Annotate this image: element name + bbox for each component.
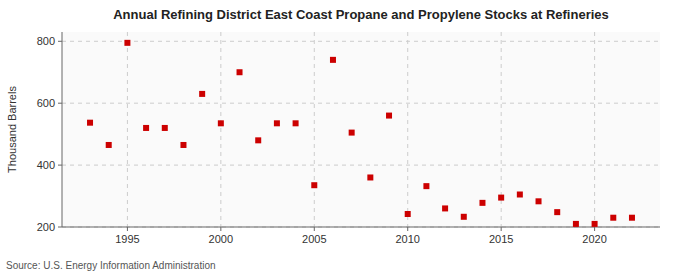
chart-title: Annual Refining District East Coast Prop… <box>113 7 609 22</box>
point <box>218 120 224 126</box>
point <box>349 130 355 136</box>
x-tick-label: 2020 <box>582 233 606 245</box>
point <box>629 215 635 221</box>
plot-background <box>62 32 660 227</box>
point <box>386 113 392 119</box>
x-tick <box>501 227 502 231</box>
y-tick <box>58 227 62 228</box>
y-tick-label: 400 <box>37 159 55 171</box>
point <box>87 120 93 126</box>
grid <box>62 32 660 227</box>
y-tick-label: 200 <box>37 221 55 233</box>
x-tick-label: 1995 <box>115 233 139 245</box>
y-axis-label: Thousand Barrels <box>6 86 18 173</box>
point <box>143 125 149 131</box>
point <box>255 137 261 143</box>
x-axis-line <box>62 227 660 228</box>
x-tick <box>594 227 595 231</box>
y-grid-line <box>62 227 660 228</box>
y-tick-label: 600 <box>37 97 55 109</box>
point <box>293 120 299 126</box>
point <box>106 142 112 148</box>
chart-container: Annual Refining District East Coast Prop… <box>0 0 675 275</box>
point <box>536 198 542 204</box>
point <box>330 57 336 63</box>
point <box>237 69 243 75</box>
y-tick <box>58 103 62 104</box>
point <box>274 120 280 126</box>
point <box>498 195 504 201</box>
point <box>442 205 448 211</box>
point <box>554 209 560 215</box>
y-tick <box>58 41 62 42</box>
point <box>180 142 186 148</box>
y-grid-line <box>62 41 660 42</box>
x-tick <box>220 227 221 231</box>
x-tick <box>407 227 408 231</box>
y-tick-label: 800 <box>37 35 55 47</box>
point <box>517 192 523 198</box>
x-tick <box>127 227 128 231</box>
y-axis-line <box>62 32 63 227</box>
point <box>405 211 411 217</box>
x-tick <box>314 227 315 231</box>
point <box>479 200 485 206</box>
point <box>311 182 317 188</box>
y-tick <box>58 165 62 166</box>
point <box>162 125 168 131</box>
point <box>367 174 373 180</box>
point <box>199 91 205 97</box>
chart-svg: Annual Refining District East Coast Prop… <box>0 0 675 275</box>
y-grid-line <box>62 165 660 166</box>
points <box>87 40 635 227</box>
x-grid-line <box>594 32 595 227</box>
source-annotation: Source: U.S. Energy Information Administ… <box>6 260 216 271</box>
x-grid-line <box>314 32 315 227</box>
x-grid-line <box>127 32 128 227</box>
point <box>592 221 598 227</box>
point <box>461 214 467 220</box>
x-tick-label: 2015 <box>489 233 513 245</box>
x-grid-line <box>407 32 408 227</box>
axes: 200 400 600 800 1995 2000 2005 2010 2015 2020 <box>37 32 660 245</box>
point <box>610 215 616 221</box>
point <box>423 183 429 189</box>
x-grid-line <box>220 32 221 227</box>
point <box>573 221 579 227</box>
x-tick-label: 2000 <box>209 233 233 245</box>
y-grid-line <box>62 103 660 104</box>
x-tick-label: 2010 <box>395 233 419 245</box>
x-tick-label: 2005 <box>302 233 326 245</box>
point <box>124 40 130 46</box>
